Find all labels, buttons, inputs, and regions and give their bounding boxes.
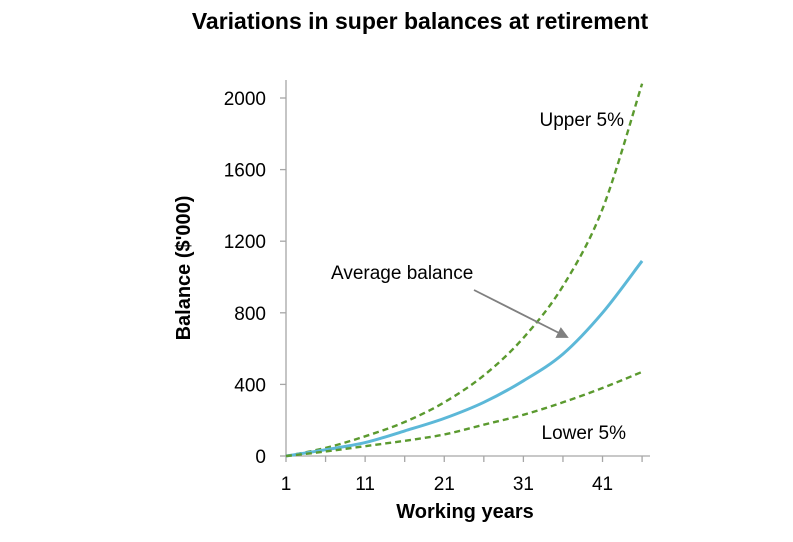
- series-upper-5-line: [285, 83, 644, 458]
- y-axis: 0 400 800 1200 1600 2000: [224, 80, 287, 468]
- annotation-lower: Lower 5%: [542, 423, 627, 444]
- y-tick-label: 2000: [224, 89, 266, 110]
- x-tick-label: 21: [434, 474, 455, 495]
- y-tick-label: 1200: [224, 232, 266, 253]
- y-axis-label: Balance ($'000): [173, 196, 195, 341]
- annotation-arrow: [473, 289, 569, 338]
- x-tick-label: 31: [513, 474, 534, 495]
- y-tick-label: 400: [234, 375, 266, 396]
- x-axis-label: Working years: [396, 501, 533, 523]
- series-lines: [285, 83, 644, 458]
- chart-title: Variations in super balances at retireme…: [192, 8, 649, 34]
- series-average-line: [285, 259, 644, 458]
- x-tick-label: 41: [592, 474, 613, 495]
- y-tick-label: 1600: [224, 161, 266, 182]
- x-tick-label: 11: [355, 474, 375, 495]
- x-tick-label: 1: [281, 474, 292, 495]
- x-axis: 1 11 21 31 41: [281, 455, 650, 495]
- annotation-average: Average balance: [331, 263, 473, 284]
- y-tick-label: 800: [234, 304, 266, 325]
- annotation-upper: Upper 5%: [540, 110, 625, 131]
- y-tick-label: 0: [255, 447, 266, 468]
- series-lower-5-line: [285, 370, 643, 458]
